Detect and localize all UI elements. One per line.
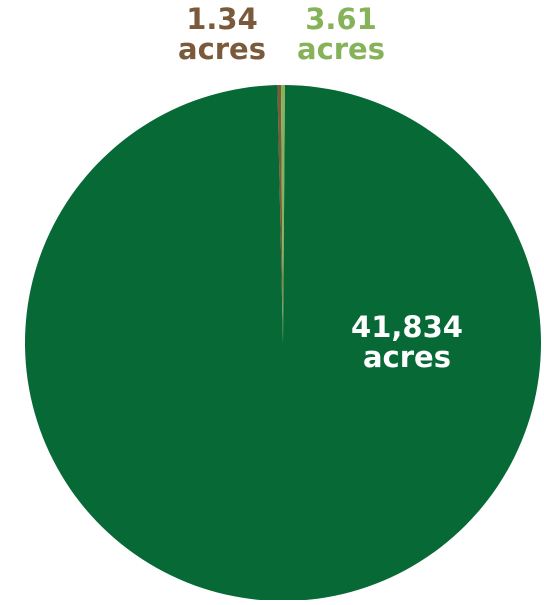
slice-unit-text: acres — [362, 340, 451, 375]
slice-label-small-brown: 1.34 acres — [178, 4, 266, 65]
pie-slice-0 — [277, 85, 283, 343]
slice-value-text: 1.34 — [186, 2, 258, 36]
pie-slices — [24, 84, 541, 602]
slice-label-small-light-green: 3.61 acres — [297, 4, 385, 65]
slice-value-text: 41,834 — [351, 310, 463, 344]
pie-slice-2 — [24, 85, 541, 602]
slice-label-large-dark-green: 41,834 acres — [351, 312, 463, 373]
slice-value-text: 3.61 — [305, 2, 377, 36]
slice-unit-text: acres — [178, 32, 266, 67]
pie-slice-1 — [280, 84, 286, 343]
slice-unit-text: acres — [297, 32, 385, 67]
